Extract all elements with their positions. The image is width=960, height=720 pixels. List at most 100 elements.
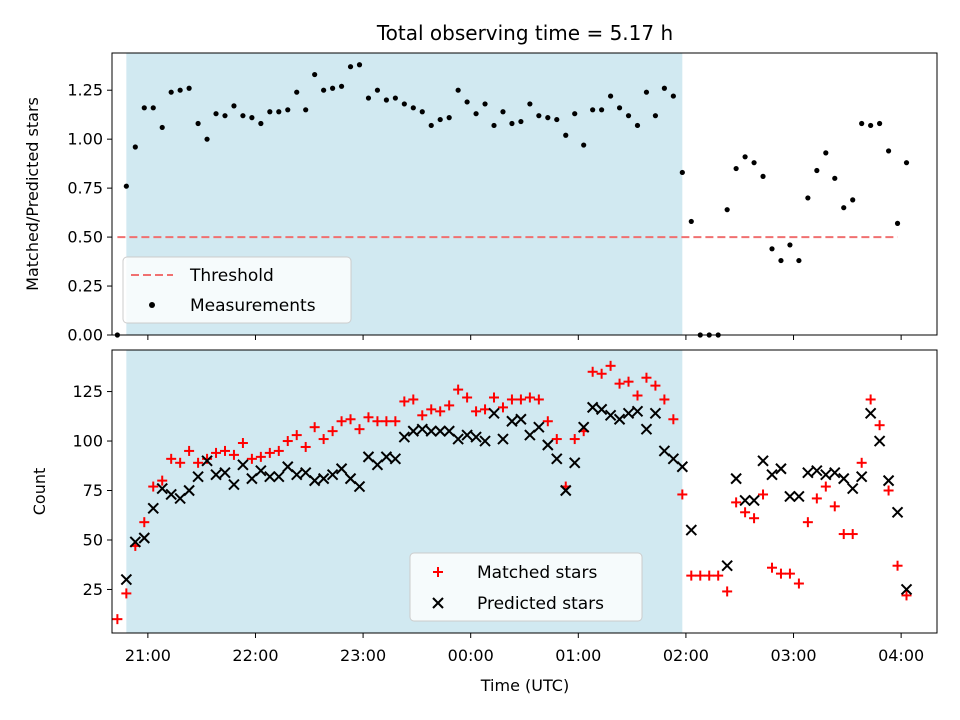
predicted-star-point [246, 472, 258, 485]
y-tick-label: 1.25 [67, 81, 103, 100]
matched-star-point [775, 568, 786, 579]
predicted-star-point [604, 409, 617, 422]
predicted-star-point [775, 463, 787, 475]
measurement-point [868, 122, 874, 129]
matched-star-point [695, 570, 706, 581]
predicted-star-point [524, 429, 536, 441]
measurement-point [365, 95, 372, 101]
measurement-point [150, 105, 156, 111]
matched-star-point [551, 434, 562, 445]
measurement-point [742, 154, 748, 160]
measurement-point [374, 87, 381, 93]
measurement-point [356, 62, 363, 68]
y-tick-label: 0.50 [67, 228, 103, 247]
predicted-star-point [201, 455, 213, 467]
measurement-point [177, 87, 183, 93]
measurement-point [733, 165, 739, 172]
measurement-point [661, 85, 667, 91]
matched-star-point [246, 453, 257, 464]
predicted-star-point [757, 455, 769, 467]
predicted-star-point [595, 403, 608, 416]
measurement-point [859, 120, 865, 127]
predicted-star-point [846, 482, 859, 495]
predicted-star-point [739, 494, 751, 507]
matched-star-point [515, 394, 526, 405]
matched-star-point [722, 586, 733, 597]
measurement-point [563, 132, 569, 138]
measurement-point [616, 105, 623, 111]
matched-star-point [533, 394, 544, 405]
measurement-point [581, 142, 587, 148]
matched-star-point [506, 394, 517, 405]
matched-star-point [453, 384, 464, 395]
x-axis-label: Time (UTC) [480, 676, 569, 695]
predicted-star-point [371, 459, 384, 471]
measurement-point [500, 109, 506, 115]
measurement-point [625, 113, 632, 119]
predicted-star-point [228, 478, 240, 491]
matched-star-point [166, 453, 177, 464]
y-axis-label-top: Matched/Predicted stars [23, 97, 42, 291]
measurement-point [590, 107, 596, 113]
measurement-point [850, 197, 856, 203]
predicted-star-point [380, 451, 393, 463]
matched-star-point [219, 445, 230, 456]
matched-star-point [784, 568, 795, 579]
matched-star-point [542, 416, 553, 427]
y-tick-label: 0.75 [67, 179, 103, 198]
matched-star-point [148, 481, 159, 492]
predicted-star-point [255, 465, 267, 477]
matched-star-point [193, 457, 204, 468]
matched-star-point [157, 475, 168, 486]
x-ticks-top [147, 335, 902, 340]
predicted-star-point [326, 468, 339, 481]
measurement-point [688, 218, 694, 225]
predicted-star-point [793, 490, 805, 503]
matched-star-point [901, 590, 912, 601]
predicted-star-point [569, 457, 581, 469]
predicted-star-point [425, 425, 437, 437]
measurement-point [903, 160, 910, 166]
measurement-point [419, 109, 425, 115]
measurement-point [240, 113, 246, 119]
predicted-star-point [398, 431, 411, 443]
predicted-star-point [174, 492, 186, 505]
measurement-point [877, 120, 883, 127]
predicted-star-point [479, 435, 491, 447]
predicted-star-point [353, 480, 366, 493]
matched-star-point [883, 485, 894, 496]
predicted-star-point [443, 425, 455, 437]
matched-star-point [758, 489, 769, 500]
matched-star-point [713, 570, 724, 581]
predicted-star-point [622, 407, 635, 420]
y-tick-label: 25 [83, 580, 103, 599]
predicted-star-point [685, 524, 698, 536]
x-tick-label: 04:00 [878, 646, 924, 665]
matched-star-point [255, 451, 266, 462]
measurement-point [823, 150, 829, 156]
measurement-point [338, 83, 345, 89]
predicted-star-point [900, 583, 913, 596]
matched-star-point [731, 497, 742, 508]
measurement-point [213, 111, 219, 117]
measurement-point [204, 136, 210, 142]
measurement-point [132, 144, 138, 150]
measurement-point [482, 101, 488, 107]
y-tick-label: 0.00 [67, 326, 103, 345]
predicted-star-point [864, 407, 877, 420]
legend-predicted-swatch [432, 597, 444, 609]
matched-star-point [309, 422, 320, 433]
predicted-star-point [820, 468, 832, 481]
predicted-star-point [470, 431, 482, 443]
predicted-star-point [551, 453, 563, 465]
matched-star-point [345, 414, 356, 425]
measurement-point [679, 169, 685, 176]
measurement-point [769, 246, 775, 252]
measurement-point [634, 122, 641, 129]
matched-star-point [444, 400, 455, 411]
x-tick-label: 03:00 [770, 646, 816, 665]
predicted-star-point [183, 484, 195, 497]
matched-star-point [668, 414, 679, 425]
matched-star-point [740, 507, 751, 518]
measurement-point [321, 87, 327, 93]
